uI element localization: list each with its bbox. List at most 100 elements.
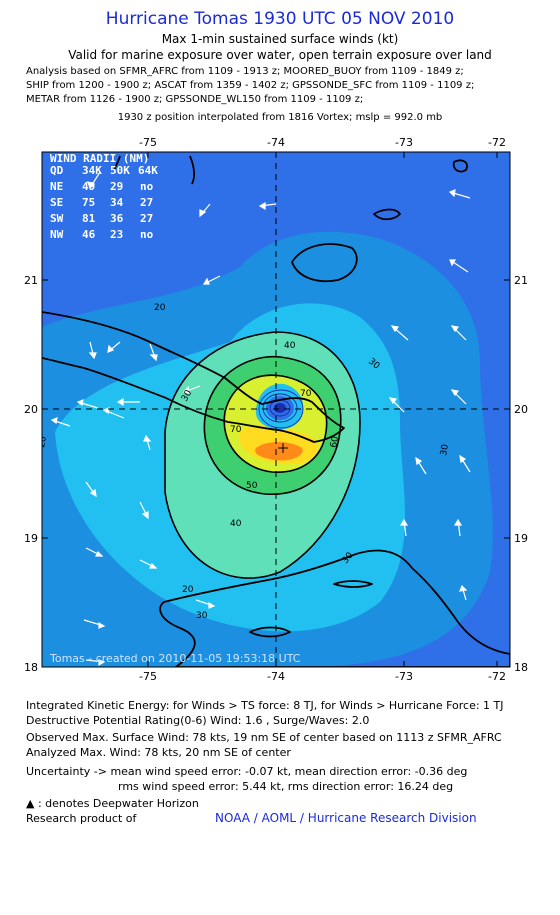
mayaguana-island	[373, 208, 401, 221]
lon-tick-label-bottom: -72	[488, 670, 506, 680]
dpr-line: Destructive Potential Rating(0-6) Wind: …	[26, 714, 370, 727]
lon-tick-label-bottom: -73	[395, 670, 413, 680]
wind-arrow	[182, 385, 201, 394]
radii-50k-value: 36	[110, 212, 124, 225]
contour-line-40	[164, 331, 361, 579]
radii-quadrant: NW	[50, 228, 64, 241]
radii-50k-value: 29	[110, 180, 123, 193]
contour-label: 30	[439, 443, 451, 456]
wind-vectors	[50, 171, 471, 667]
wind-arrow	[453, 518, 463, 537]
lon-tick-label-top: -73	[395, 136, 413, 149]
legend-text: : denotes Deepwater Horizon	[37, 797, 199, 810]
wind-arrow	[116, 397, 140, 407]
hispaniola-coast	[159, 549, 510, 667]
lon-tick-label-top: -75	[139, 136, 157, 149]
radii-34k-value: 75	[82, 196, 95, 209]
wind-arrow	[83, 619, 106, 629]
contour-line-60	[223, 374, 328, 473]
lat-tick-label-left: 19	[24, 532, 38, 545]
lat-tick-labels: 21 20 19 18 21 20 19 18	[24, 274, 528, 674]
wind-arrow	[76, 399, 99, 409]
contour-label: 70	[230, 425, 242, 435]
wind-arrow	[139, 559, 158, 569]
wind-arrow	[102, 407, 125, 419]
wind-arrow	[202, 275, 221, 285]
contour-label: 20	[37, 435, 49, 448]
lat-tick-label-left: 20	[24, 403, 38, 416]
eye	[274, 403, 286, 413]
wind-radii-table: WIND RADII (NM) QD 34K 50K 64K NE 49 29 …	[50, 152, 158, 241]
wind-arrow	[415, 456, 427, 475]
wind-arrow	[390, 325, 409, 341]
wind-arrow	[107, 341, 121, 353]
radii-64k-value: no	[140, 228, 154, 241]
coastlines	[42, 155, 510, 667]
wind-arrow	[388, 397, 405, 413]
wind-arrow	[448, 189, 471, 199]
wind-arrow	[88, 341, 97, 360]
source-line-1: Analysis based on SFMR_AFRC from 1109 - …	[26, 66, 464, 77]
swirl-2	[262, 393, 298, 423]
wind-field-map: 20 20 30 30 30 40 40 50 60 70 70 30 30 2…	[24, 136, 528, 680]
contour-label: 30	[196, 611, 208, 621]
wind-arrow	[450, 325, 467, 341]
map-title: Hurricane Tomas 1930 UTC 05 NOV 2010	[105, 9, 455, 29]
radii-50k-value: 23	[110, 228, 123, 241]
wind-arrow	[399, 518, 409, 537]
caicos-islands	[452, 159, 468, 173]
wind-arrow	[459, 454, 471, 473]
wind-arrow	[85, 659, 106, 667]
analyzed-max-line: Analyzed Max. Wind: 78 kts, 20 nm SE of …	[26, 746, 291, 759]
contour-labels: 20 20 30 30 30 40 40 50 60 70 70 30 30 2…	[37, 303, 451, 621]
research-label: Research product of	[26, 812, 137, 825]
wind-arrow	[149, 343, 158, 362]
lon-tick-label-top: -74	[267, 136, 285, 149]
wind-arrow	[449, 259, 469, 273]
wind-arrow	[50, 417, 71, 427]
contour-label: 20	[154, 303, 166, 313]
wind-arrow	[459, 584, 468, 601]
rms-line: rms wind speed error: 5.44 kt, rms direc…	[118, 780, 454, 793]
source-line-3: METAR from 1126 - 1900 z; GPSSONDE_WL150…	[26, 94, 364, 105]
radii-34k-value: 46	[82, 228, 96, 241]
radii-34k-value: 49	[82, 180, 95, 193]
contour-label: 40	[284, 341, 296, 351]
radii-quadrant: SW	[50, 212, 64, 225]
map-subtitle-exposure: Valid for marine exposure over water, op…	[68, 48, 492, 62]
inner-swirl-lines	[258, 389, 304, 429]
ragged-island	[113, 155, 121, 171]
wind-arrow	[199, 203, 211, 218]
observed-max-line: Observed Max. Surface Wind: 78 kts, 19 n…	[26, 731, 502, 744]
wind-arrow	[85, 481, 97, 498]
axis-ticks	[42, 152, 510, 667]
lat-tick-label-right: 20	[514, 403, 528, 416]
radii-quadrant: NE	[50, 180, 63, 193]
map-subtitle: Max 1-min sustained surface winds (kt)	[161, 32, 399, 46]
radii-64k-value: no	[140, 180, 154, 193]
noaa-link[interactable]: NOAA / AOML / Hurricane Research Divisio…	[215, 811, 477, 825]
lat-tick-label-left: 21	[24, 274, 38, 287]
radii-64k-value: 27	[140, 196, 153, 209]
center-crosshair	[42, 152, 510, 667]
lon-tick-label-top: -72	[488, 136, 506, 149]
max-wind-marker	[278, 443, 288, 453]
lat-tick-label-right: 19	[514, 532, 528, 545]
wind-arrow	[450, 389, 467, 405]
radii-title: WIND RADII (NM)	[50, 152, 149, 165]
source-line-2: SHIP from 1200 - 1900 z; ASCAT from 1359…	[26, 80, 475, 91]
acklins-island	[189, 155, 196, 185]
radii-header-qd: QD	[50, 164, 64, 177]
contour-label: 20	[182, 585, 194, 595]
radii-34k-value: 81	[82, 212, 96, 225]
wind-arrow	[195, 599, 216, 609]
radii-header-34k: 34K	[82, 164, 102, 177]
lon-tick-label-bottom: -75	[139, 670, 157, 680]
radii-64k-value: 27	[140, 212, 153, 225]
cuba-coast	[42, 311, 345, 443]
tortuga-island	[333, 580, 373, 588]
wind-arrow	[143, 434, 152, 451]
wind-arrow	[258, 201, 277, 211]
contour-label: 60	[329, 435, 341, 448]
swirl-3	[258, 389, 304, 429]
